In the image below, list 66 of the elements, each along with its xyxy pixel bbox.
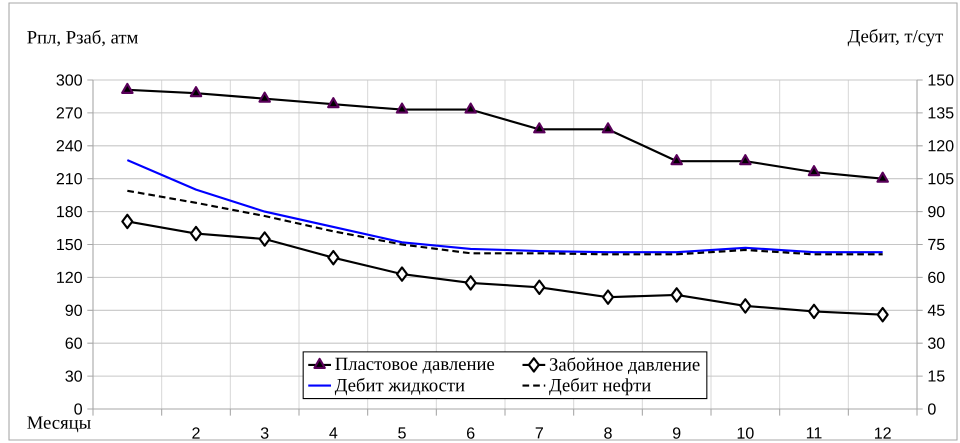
- point: [739, 154, 752, 166]
- x-tick-label: 8: [604, 427, 612, 439]
- y2-tick-label: 60: [928, 272, 945, 283]
- x-tick-label: 5: [398, 427, 406, 438]
- point: [670, 287, 683, 303]
- x-tick-label: 10: [738, 427, 754, 439]
- y2-tick-label: 105: [928, 172, 954, 184]
- point: [396, 266, 408, 282]
- point: [876, 306, 889, 322]
- x-tick-label: 6: [467, 427, 474, 439]
- x-tick-label: 4: [329, 427, 338, 438]
- x-tick-label: 9: [672, 427, 680, 439]
- point: [739, 298, 752, 314]
- point: [602, 289, 614, 305]
- y-tick-label: 0: [74, 403, 82, 415]
- y-tick-label: 210: [56, 172, 82, 184]
- point: [190, 86, 202, 98]
- y2-tick-label: 150: [928, 74, 954, 86]
- point: [121, 214, 134, 230]
- x-tick-label: 11: [806, 427, 822, 438]
- point: [876, 172, 889, 183]
- y-tick-label: 120: [57, 272, 82, 283]
- x-tick-label: 7: [536, 427, 543, 438]
- point: [464, 275, 477, 291]
- y-tick-label: 240: [56, 140, 82, 152]
- x-axis-title: Месяцы: [27, 416, 91, 432]
- point: [190, 226, 202, 242]
- y2-tick-label: 0: [928, 403, 936, 415]
- point: [258, 231, 271, 247]
- y-tick-label: 90: [66, 304, 82, 316]
- y2-axis-title: Дебит, т/сут: [848, 28, 944, 46]
- y2-tick-label: 75: [928, 238, 945, 250]
- point: [327, 96, 340, 108]
- legend-label: Дебит жидкости: [334, 378, 465, 396]
- y-tick-label: 60: [66, 337, 82, 349]
- point: [121, 82, 134, 94]
- point: [327, 250, 340, 266]
- y-tick-label: 150: [57, 238, 82, 250]
- legend-label: Пластовое давление: [335, 358, 494, 374]
- point: [808, 164, 820, 176]
- line-series: [126, 158, 884, 254]
- y-tick-label: 300: [56, 74, 82, 86]
- x-tick-label: 2: [192, 427, 200, 438]
- y2-tick-label: 45: [928, 304, 945, 316]
- point: [602, 122, 614, 134]
- x-tick-label: 3: [260, 427, 268, 439]
- y-tick-label: 30: [65, 370, 82, 382]
- y-axis-title: Рпл, Рзаб, атм: [27, 30, 138, 46]
- legend-label: Дебит нефти: [549, 378, 651, 396]
- point: [258, 91, 271, 103]
- y-tick-label: 180: [57, 206, 82, 218]
- y-tick-label: 270: [56, 107, 82, 118]
- y2-tick-label: 120: [928, 140, 954, 152]
- y2-tick-label: 135: [928, 107, 954, 118]
- point: [464, 102, 477, 114]
- point: [396, 102, 408, 114]
- point: [533, 279, 546, 295]
- point: [808, 304, 820, 320]
- legend-label: Забойное давление: [550, 357, 700, 374]
- y2-tick-label: 15: [928, 370, 945, 382]
- x-tick-label: 12: [874, 427, 891, 438]
- point: [533, 122, 546, 134]
- line-series: [126, 190, 884, 256]
- y2-tick-label: 30: [928, 337, 945, 349]
- point: [670, 154, 683, 166]
- y2-tick-label: 90: [928, 206, 945, 218]
